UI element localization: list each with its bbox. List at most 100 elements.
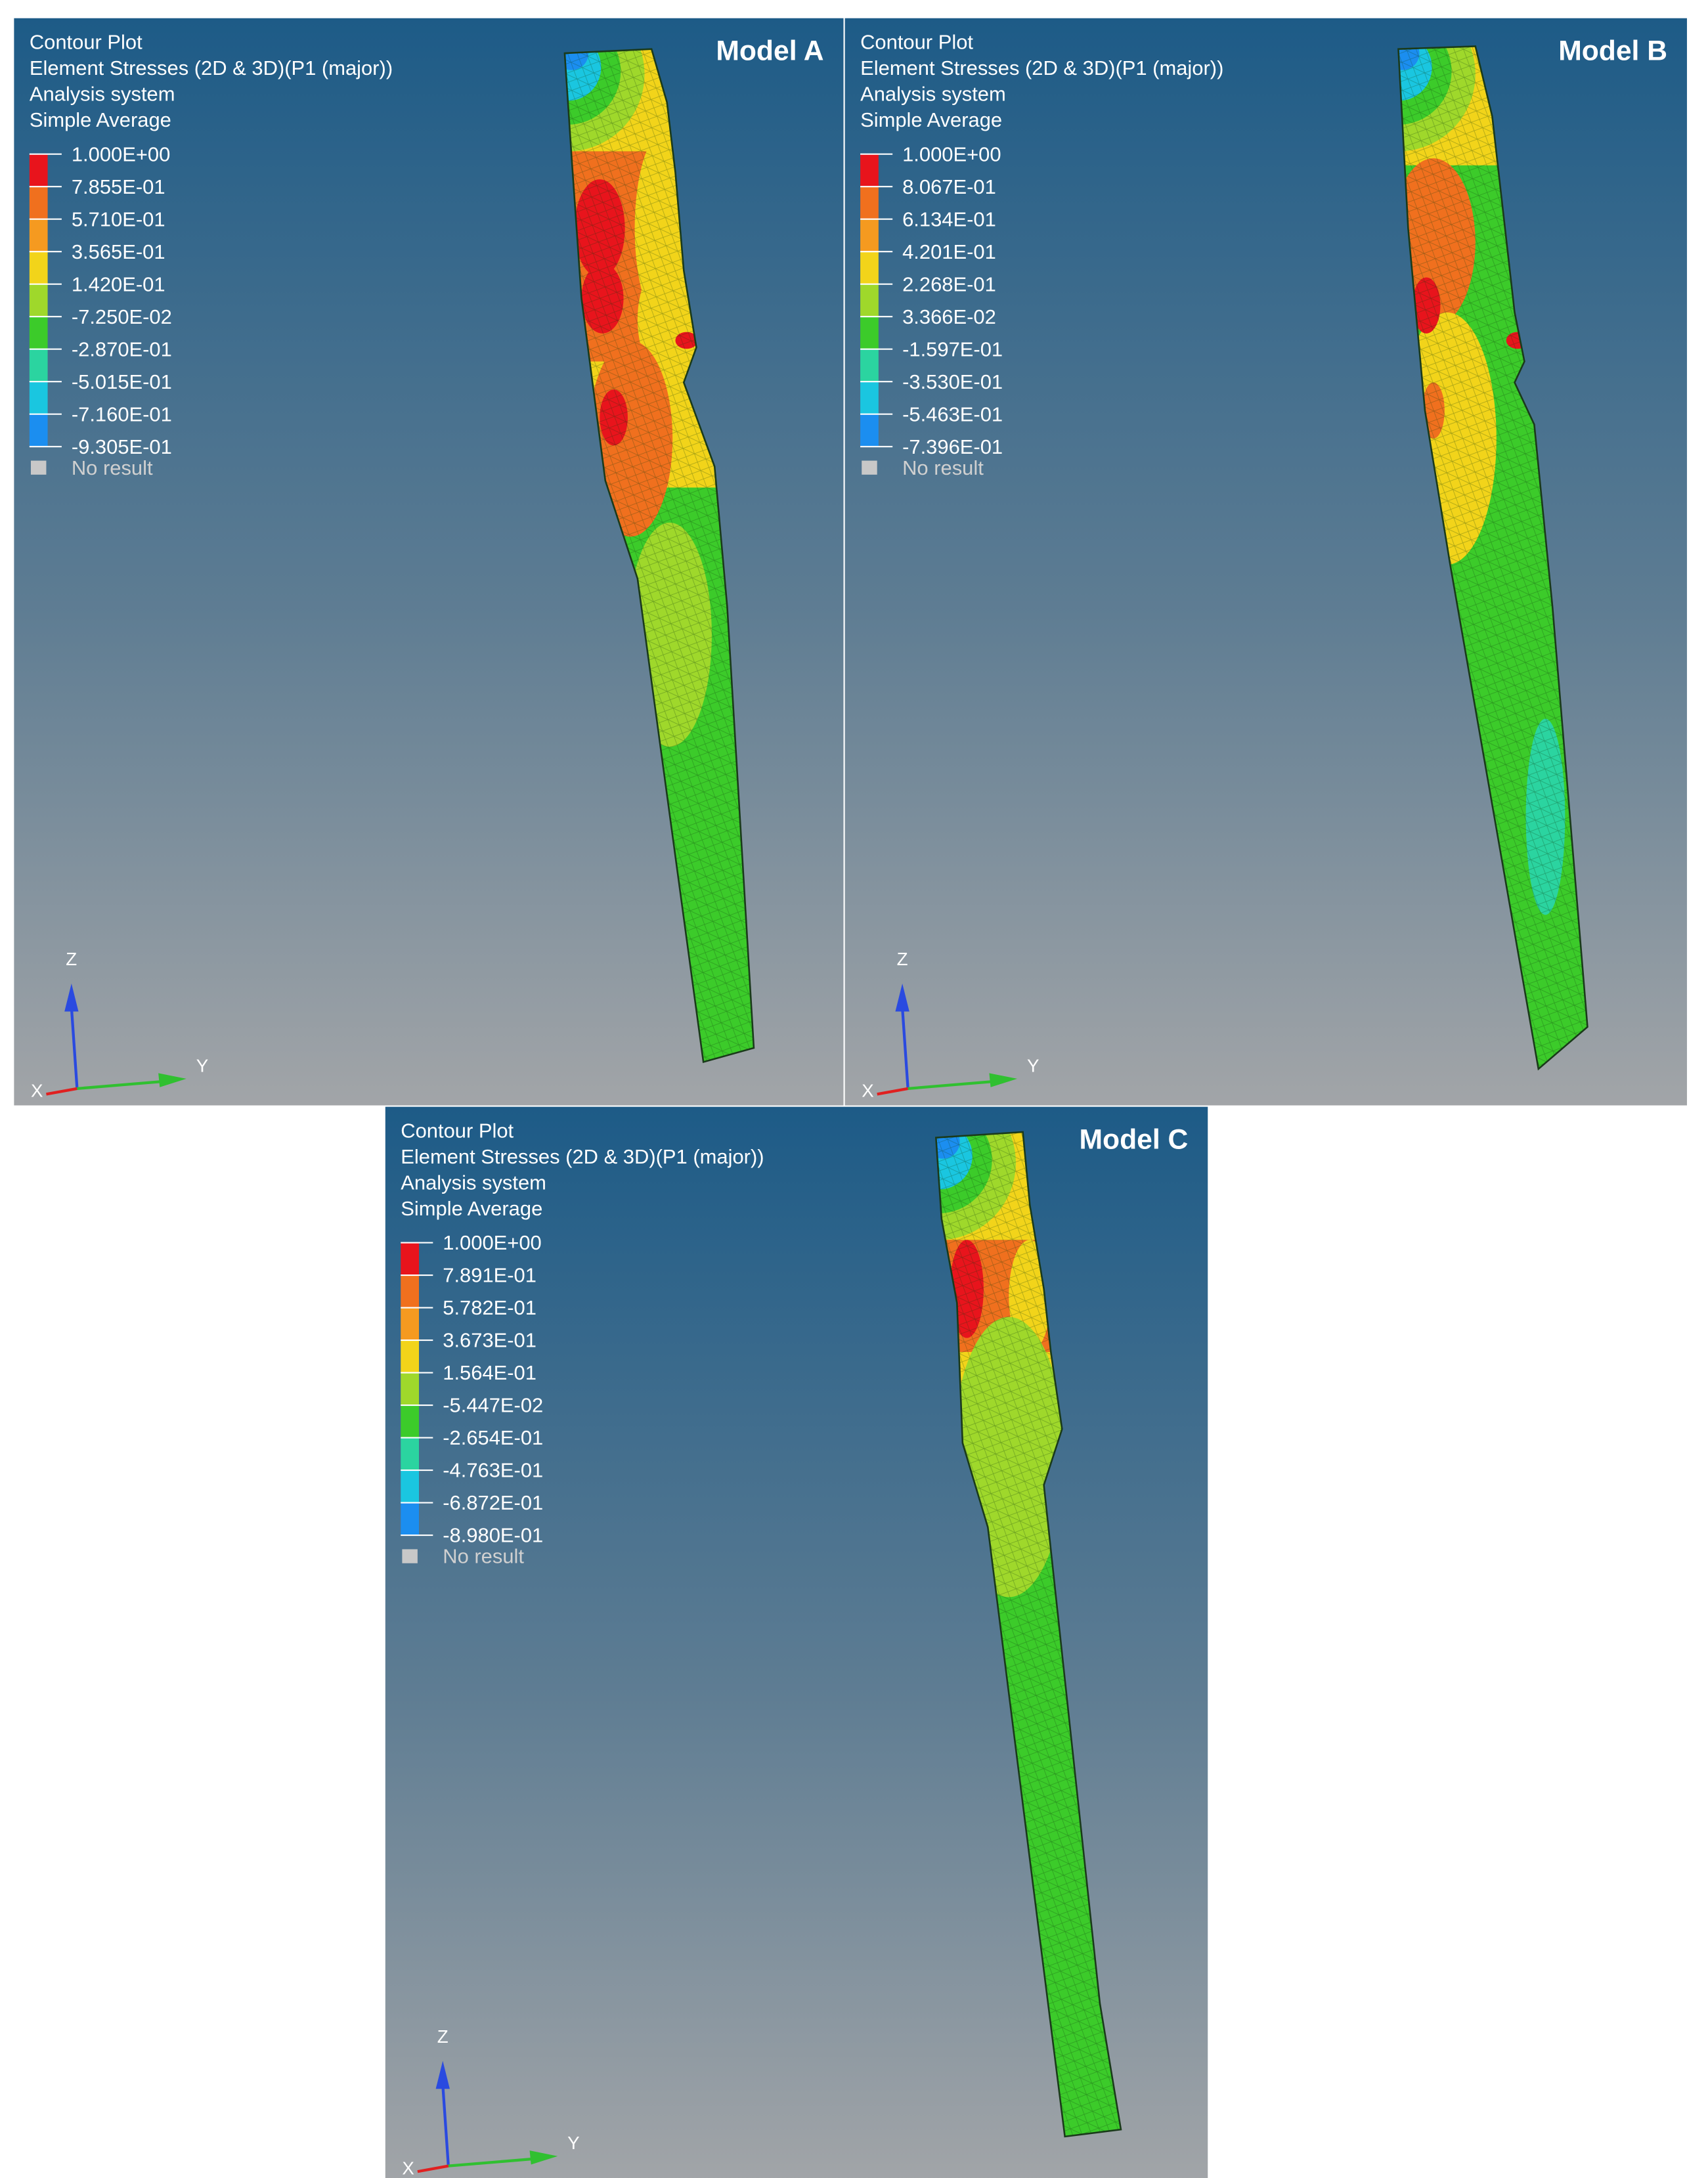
no-result-swatch (862, 460, 877, 475)
header-line: Element Stresses (2D & 3D)(P1 (major)) (860, 56, 1223, 79)
legend-swatch (401, 1307, 419, 1341)
header-line: Simple Average (401, 1197, 542, 1220)
model-label: Model B (1558, 35, 1667, 67)
header-line: Element Stresses (2D & 3D)(P1 (major)) (30, 56, 393, 79)
x-axis (46, 1087, 77, 1096)
legend-label: 1.000E+00 (72, 142, 170, 165)
z-axis (70, 1007, 79, 1089)
model-label: Model C (1079, 1124, 1188, 1156)
header-line: Simple Average (30, 108, 171, 131)
tooth-outline (934, 1131, 1122, 2138)
legend-swatch (860, 186, 879, 219)
legend-label: -6.872E-01 (443, 1491, 543, 1514)
header-line: Simple Average (860, 108, 1002, 131)
legend-swatch (401, 1275, 419, 1308)
legend-label: 2.268E-01 (902, 272, 996, 295)
axis-label-y: Y (196, 1055, 209, 1076)
legend-swatch (401, 1470, 419, 1503)
header-line: Contour Plot (401, 1120, 514, 1143)
legend-label: 7.891E-01 (443, 1264, 536, 1287)
legend-label: 6.134E-01 (902, 207, 996, 230)
axis-label-y: Y (1027, 1055, 1040, 1076)
legend-label: 3.673E-01 (443, 1329, 536, 1352)
legend-label: -3.530E-01 (902, 370, 1003, 393)
tooth-outline (563, 48, 755, 1063)
legend-label: 1.420E-01 (72, 272, 165, 295)
y-arrow (989, 1073, 1018, 1087)
legend-swatch (29, 219, 48, 252)
legend-label: -5.463E-01 (902, 403, 1003, 425)
header-line: Contour Plot (30, 31, 142, 54)
legend-label: -4.763E-01 (443, 1459, 543, 1482)
legend-swatch (401, 1242, 419, 1276)
legend-label: 7.855E-01 (72, 175, 165, 198)
legend-label: -7.396E-01 (902, 435, 1003, 458)
legend-label: 5.710E-01 (72, 207, 165, 230)
legend-label: -5.447E-02 (443, 1394, 543, 1417)
tooth-mesh (564, 49, 754, 1062)
legend-label: 3.565E-01 (72, 240, 165, 263)
axis-label-x: X (402, 2158, 414, 2178)
tooth-mesh (936, 1132, 1121, 2137)
legend-label: -7.250E-02 (72, 305, 172, 328)
y-arrow (529, 2150, 558, 2165)
no-result-label: No result (443, 1545, 524, 1568)
z-axis (900, 1007, 909, 1089)
no-result-swatch (30, 460, 47, 475)
legend-swatch (401, 1405, 419, 1438)
legend-swatch (29, 381, 48, 414)
legend-label: 1.000E+00 (443, 1231, 541, 1254)
legend-label: -5.015E-01 (72, 370, 172, 393)
legend-swatch (401, 1437, 419, 1471)
legend-swatch (401, 1502, 419, 1536)
no-result-label: No result (72, 456, 153, 479)
legend-swatch (29, 284, 48, 317)
legend-swatch (860, 381, 879, 414)
model-label: Model A (716, 35, 823, 67)
axis-label-z: Z (897, 949, 908, 969)
tooth-mesh (1398, 46, 1588, 1069)
z-arrow (435, 2060, 450, 2089)
legend-swatch (860, 349, 879, 382)
y-arrow (158, 1073, 186, 1087)
legend-swatch (401, 1340, 419, 1373)
axis-label-x: X (862, 1081, 874, 1101)
legend-swatch (29, 316, 48, 349)
header-line: Analysis system (30, 83, 175, 106)
legend-label: 1.000E+00 (902, 142, 1001, 165)
legend-swatch (29, 186, 48, 219)
y-axis (908, 1080, 992, 1090)
legend-label: -9.305E-01 (72, 435, 172, 458)
tooth (564, 49, 754, 1062)
header-line: Analysis system (860, 83, 1006, 106)
legend-swatch (860, 154, 879, 187)
x-axis (417, 2164, 449, 2173)
z-arrow (64, 983, 79, 1012)
legend-label: 5.782E-01 (443, 1296, 536, 1319)
legend-swatch (401, 1372, 419, 1406)
tooth-outline (1397, 45, 1588, 1071)
legend-swatch (29, 349, 48, 382)
y-axis (77, 1080, 162, 1090)
header-line: Contour Plot (860, 31, 973, 54)
legend-swatch (860, 316, 879, 349)
y-axis (448, 2157, 533, 2167)
legend-swatch (860, 414, 879, 447)
no-result-swatch (402, 1549, 418, 1563)
legend-label: -7.160E-01 (72, 403, 172, 425)
z-axis (441, 2084, 450, 2166)
legend-label: 3.366E-02 (902, 305, 996, 328)
legend-label: -8.980E-01 (443, 1524, 543, 1547)
legend-label: -1.597E-01 (902, 338, 1003, 360)
axis-label-z: Z (437, 2026, 449, 2047)
tooth (1398, 46, 1588, 1069)
legend-label: 8.067E-01 (902, 175, 996, 198)
legend-swatch (29, 251, 48, 284)
legend-label: -2.870E-01 (72, 338, 172, 360)
axis-label-z: Z (66, 949, 77, 969)
no-result-label: No result (902, 456, 984, 479)
axis-label-y: Y (567, 2133, 580, 2153)
